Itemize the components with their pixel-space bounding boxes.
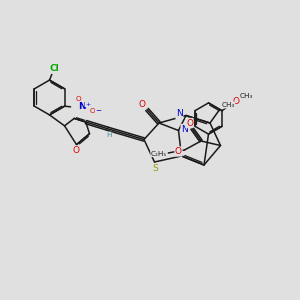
Text: O: O xyxy=(232,97,239,106)
Text: N: N xyxy=(176,110,183,118)
Text: N: N xyxy=(181,124,188,134)
Text: S: S xyxy=(152,164,158,173)
Text: CH₃: CH₃ xyxy=(239,93,253,99)
Text: −: − xyxy=(95,108,101,114)
Text: Cl: Cl xyxy=(50,64,59,73)
Text: +: + xyxy=(85,102,90,106)
Text: O: O xyxy=(186,118,193,127)
Text: C₂H₅: C₂H₅ xyxy=(151,151,167,157)
Text: O: O xyxy=(72,146,80,155)
Text: N: N xyxy=(78,102,85,111)
Text: CH₃: CH₃ xyxy=(221,102,235,108)
Text: O: O xyxy=(175,147,182,156)
Text: O: O xyxy=(76,96,82,102)
Text: H: H xyxy=(106,132,112,138)
Text: O: O xyxy=(139,100,146,109)
Text: O: O xyxy=(90,108,95,114)
